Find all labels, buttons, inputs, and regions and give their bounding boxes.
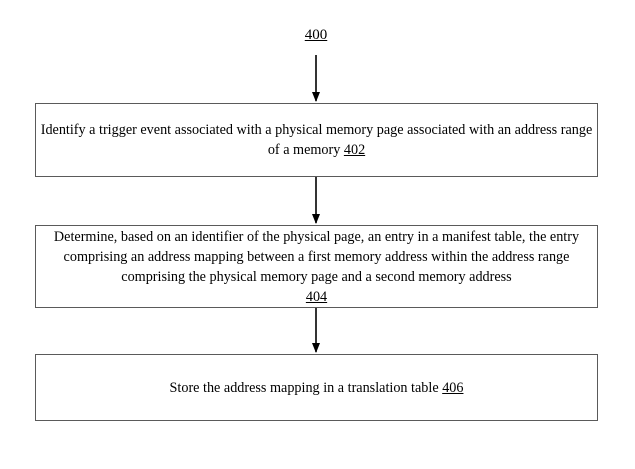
step-ref-406: 406 — [442, 380, 463, 396]
step-text-404: Determine, based on an identifier of the… — [36, 227, 597, 307]
step-text-402: Identify a trigger event associated with… — [36, 120, 597, 160]
step-description-406: Store the address mapping in a translati… — [170, 380, 439, 396]
step-ref-404: 404 — [306, 289, 327, 305]
step-box-404: Determine, based on an identifier of the… — [35, 225, 598, 308]
step-text-406: Store the address mapping in a translati… — [168, 378, 466, 398]
step-description-402: Identify a trigger event associated with… — [41, 122, 593, 158]
step-box-406: Store the address mapping in a translati… — [35, 354, 598, 421]
figure-label: 400 — [294, 26, 338, 44]
step-ref-402: 402 — [344, 142, 365, 158]
step-description-404: Determine, based on an identifier of the… — [54, 229, 579, 285]
step-box-402: Identify a trigger event associated with… — [35, 103, 598, 177]
